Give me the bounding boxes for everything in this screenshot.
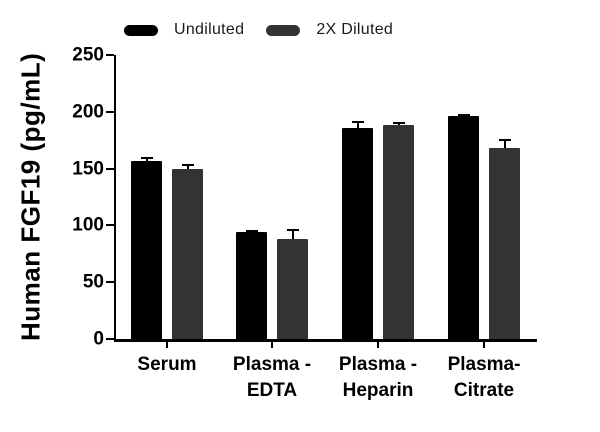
bar-serum-undiluted <box>131 160 162 339</box>
bar-plasma-heparin-2x-diluted <box>383 125 414 339</box>
x-axis-category-label: Plasma - Heparin <box>338 354 418 401</box>
error-bar-cap <box>457 114 470 117</box>
bar-plasma-edta-2x-diluted <box>277 239 308 339</box>
legend-swatch-2x-diluted <box>266 24 301 36</box>
bar-plasma-citrate-undiluted <box>448 116 479 339</box>
bar-plasma-heparin-undiluted <box>342 127 373 339</box>
x-axis-tick <box>166 342 168 348</box>
error-bar-cap <box>351 121 364 124</box>
bar-plasma-edta-undiluted <box>236 232 267 339</box>
error-bar <box>397 123 400 126</box>
error-bar <box>291 229 294 240</box>
x-axis-category-label: Serum <box>137 354 197 375</box>
chart-legend: Undiluted 2X Diluted <box>124 20 415 40</box>
legend-label-2x-diluted: 2X Diluted <box>316 21 394 38</box>
error-bar-cap <box>181 164 194 167</box>
x-axis-tick <box>271 342 273 348</box>
y-axis-tick <box>106 281 114 284</box>
bar-plasma-citrate-2x-diluted <box>489 148 520 339</box>
y-axis-tick-label: 0 <box>93 328 104 350</box>
y-axis-tick-label: 50 <box>82 271 104 293</box>
y-axis-tick <box>106 167 114 170</box>
x-axis-category-label: Plasma - EDTA <box>232 354 312 401</box>
y-axis-tick <box>106 54 114 56</box>
bar-serum-2x-diluted <box>172 168 203 339</box>
y-axis-tick <box>106 224 114 227</box>
y-axis-tick-label: 250 <box>72 44 104 66</box>
y-axis-tick <box>106 338 114 340</box>
error-bar <box>503 140 506 149</box>
x-axis-tick <box>483 342 485 348</box>
y-axis-tick <box>106 110 114 113</box>
error-bar-cap <box>286 228 299 231</box>
error-bar-cap <box>140 157 153 160</box>
error-bar-cap <box>392 122 405 125</box>
legend-swatch-undiluted <box>124 24 158 36</box>
y-axis-title: Human FGF19 (pg/mL) <box>15 52 46 342</box>
y-axis-tick-label: 100 <box>72 214 104 236</box>
error-bar <box>145 158 148 161</box>
error-bar-cap <box>245 230 258 233</box>
y-axis-tick-label: 150 <box>72 158 104 180</box>
x-axis-tick <box>377 342 379 348</box>
legend-label-undiluted: Undiluted <box>174 21 245 38</box>
x-axis-category-label: Plasma- Citrate <box>447 354 521 401</box>
plot-area: 0 50 100 150 200 250 Serum Plasma - EDTA Plasma … <box>72 46 537 401</box>
error-bar-cap <box>498 139 511 142</box>
error-bar <box>356 122 359 128</box>
y-axis-tick-label: 200 <box>72 101 104 123</box>
error-bar <box>186 165 189 169</box>
